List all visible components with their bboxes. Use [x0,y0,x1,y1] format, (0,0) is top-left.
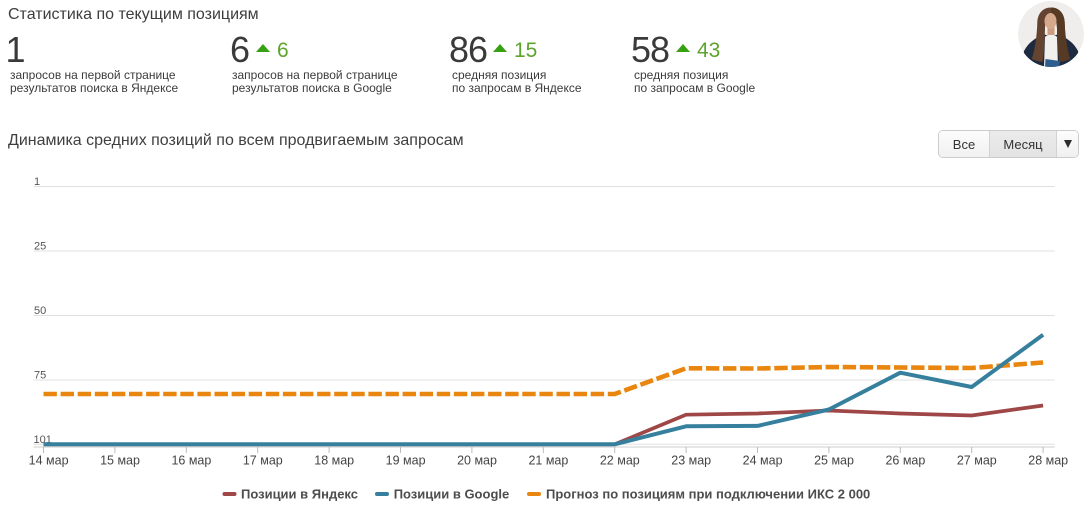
svg-text:18 мар: 18 мар [314,453,354,467]
svg-text:1: 1 [34,176,40,188]
svg-text:25 мар: 25 мар [814,453,854,467]
svg-text:14 мар: 14 мар [29,453,69,467]
svg-text:17 мар: 17 мар [243,453,283,467]
svg-text:23 мар: 23 мар [671,453,711,467]
svg-text:50: 50 [34,305,46,317]
svg-text:20 мар: 20 мар [457,453,497,467]
svg-text:19 мар: 19 мар [386,453,426,467]
svg-text:Прогноз по позициям при подклю: Прогноз по позициям при подключении ИКС … [546,487,870,502]
svg-text:15 мар: 15 мар [100,453,140,467]
svg-text:75: 75 [34,369,46,381]
svg-text:22 мар: 22 мар [600,453,640,467]
svg-text:16 мар: 16 мар [171,453,211,467]
svg-text:21 мар: 21 мар [528,453,568,467]
svg-text:25: 25 [34,241,46,253]
svg-text:26 мар: 26 мар [885,453,925,467]
svg-text:28 мар: 28 мар [1028,453,1068,467]
svg-text:Позиции в Google: Позиции в Google [394,487,510,502]
svg-text:24 мар: 24 мар [743,453,783,467]
svg-text:27 мар: 27 мар [957,453,997,467]
svg-text:Позиции в Яндекс: Позиции в Яндекс [241,487,358,502]
